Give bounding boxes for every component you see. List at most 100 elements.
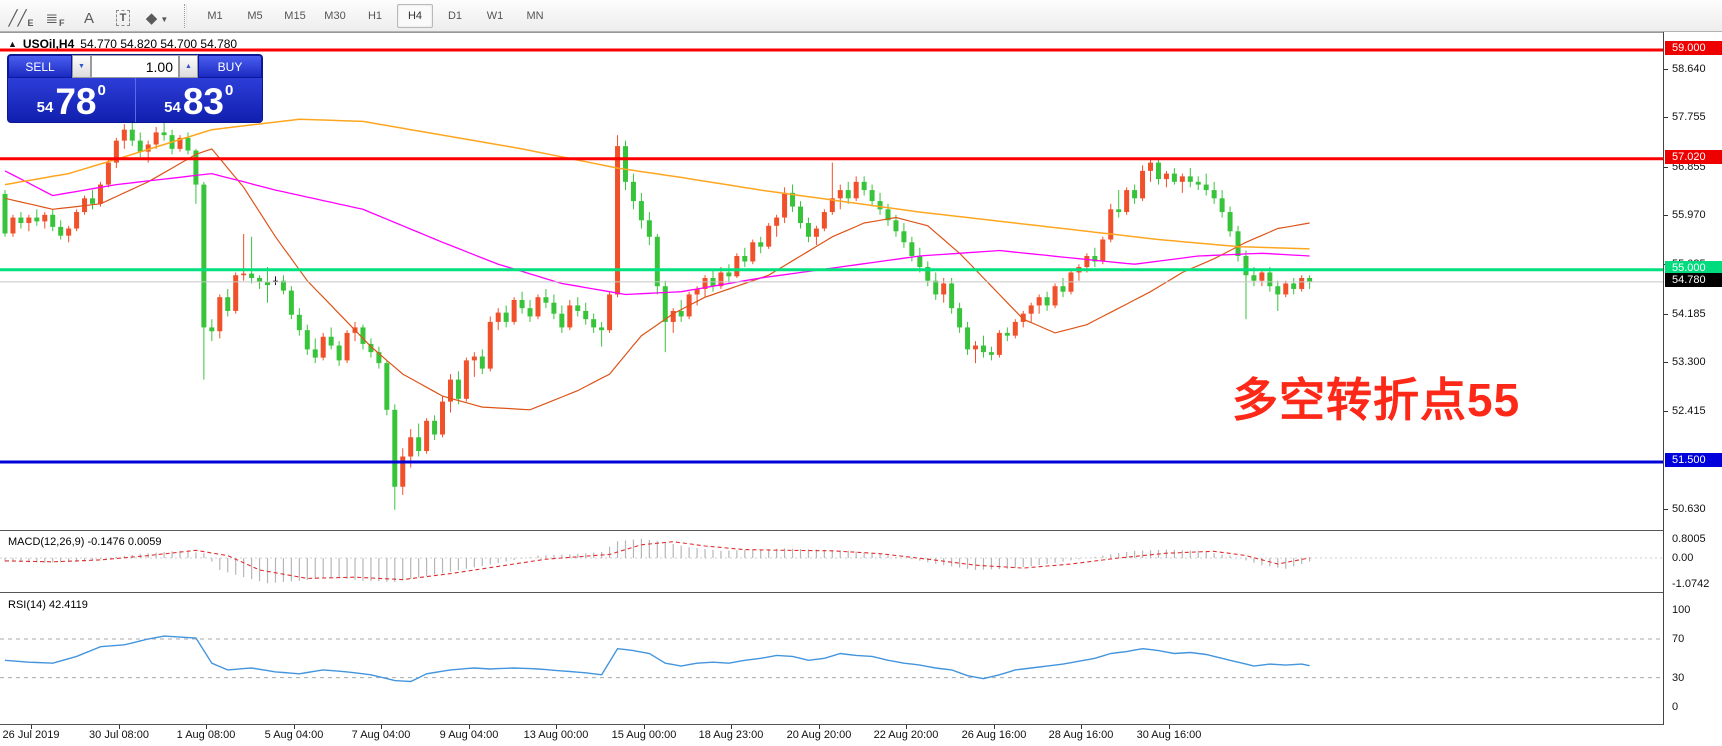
candle-body — [1235, 231, 1241, 256]
candlestick-chart[interactable] — [0, 33, 1663, 530]
candle-body — [161, 132, 167, 136]
candle-body — [670, 310, 676, 322]
chart-title: ▲ USOil,H4 54.770 54.820 54.700 54.780 — [8, 37, 237, 51]
candle-body — [551, 302, 557, 314]
candle-body — [1163, 173, 1169, 180]
price-badge: 55.000 — [1665, 260, 1722, 275]
candle-body — [615, 146, 621, 295]
candle-body — [10, 217, 16, 234]
volume-decrease-button[interactable]: ▼ — [72, 55, 91, 78]
candle-body — [233, 275, 239, 311]
candle-body — [272, 280, 278, 282]
macd-panel[interactable] — [0, 531, 1663, 593]
candle-body — [328, 336, 334, 346]
volume-input[interactable] — [92, 56, 178, 77]
candle-body — [26, 217, 32, 224]
candle-body — [1179, 176, 1185, 182]
timeframe-button-m5[interactable]: M5 — [247, 9, 263, 22]
sell-button[interactable]: SELL — [8, 55, 72, 78]
main-chart-panel[interactable] — [0, 32, 1663, 531]
candle-body — [487, 321, 493, 369]
price-axis[interactable]: 58.64057.75556.85555.97055.08554.18553.3… — [1663, 32, 1722, 725]
text-tool[interactable]: A — [76, 4, 102, 28]
time-tick — [119, 725, 120, 729]
timeframe-button-m1[interactable]: M1 — [207, 9, 223, 22]
arrows-tool[interactable]: ◆ ▼ — [144, 4, 170, 28]
price-badge: 51.500 — [1665, 452, 1722, 467]
candle-body — [535, 297, 541, 317]
price-tick — [1664, 362, 1668, 364]
rsi-line — [4, 635, 1310, 683]
rsi-axis-label: 0 — [1672, 700, 1679, 713]
time-tick — [906, 725, 907, 729]
time-tick — [1081, 725, 1082, 729]
candle-body — [280, 280, 286, 291]
candle-body — [265, 281, 271, 286]
time-label: 15 Aug 00:00 — [611, 729, 677, 741]
candle-body — [630, 181, 636, 202]
equidistant-channel-tool-icon: ╱╱ — [8, 9, 27, 27]
candle-body — [217, 297, 223, 332]
time-tick — [644, 725, 645, 729]
candle-body — [1267, 272, 1273, 287]
candle-body — [543, 297, 549, 303]
drawing-toolbar: ╱╱ E ≣ F A T ◆ ▼ — [0, 4, 170, 28]
candle-body — [145, 144, 151, 152]
candle-body — [853, 181, 859, 199]
time-label: 13 Aug 00:00 — [523, 729, 589, 741]
time-label: 30 Jul 08:00 — [89, 729, 149, 741]
candle-body — [1259, 272, 1265, 281]
candle-body — [798, 206, 803, 224]
macd-axis-label: -1.0742 — [1672, 577, 1710, 590]
timeframe-button-h1[interactable]: H1 — [367, 9, 383, 22]
candle-body — [440, 401, 446, 435]
candle-body — [392, 409, 398, 487]
time-label: 5 Aug 04:00 — [264, 729, 324, 741]
rsi-panel[interactable] — [0, 594, 1663, 725]
timeframe-button-m30[interactable]: M30 — [324, 9, 346, 22]
candle-body — [209, 327, 215, 332]
text-label-tool[interactable]: T — [110, 4, 136, 28]
candle-body — [1219, 198, 1225, 213]
fibonacci-lines-tool[interactable]: ≣ F — [42, 4, 68, 28]
time-tick — [31, 725, 32, 729]
rsi-axis-label: 70 — [1672, 633, 1685, 645]
timeframe-button-m15[interactable]: M15 — [284, 9, 306, 22]
timeframe-button-h4[interactable]: H4 — [397, 3, 433, 28]
candle-body — [113, 140, 119, 163]
candle-body — [121, 129, 127, 141]
volume-increase-button[interactable]: ▲ — [179, 55, 198, 78]
candle-body — [90, 198, 96, 204]
price-tick-label: 50.630 — [1672, 502, 1706, 515]
timeframe-toolbar: M1 M5 M15 M30 H1 H4 D1 W1 MN — [195, 3, 555, 28]
candle-body — [742, 255, 748, 262]
sell-price-small: 54 — [36, 99, 54, 116]
candle-body — [1155, 162, 1161, 180]
candle-body — [1044, 297, 1050, 306]
buy-price-display[interactable]: 54 83 0 — [135, 78, 262, 122]
candle-body — [1132, 190, 1138, 199]
candle-body — [758, 242, 764, 247]
toolbar-separator — [184, 3, 187, 28]
candle-body — [66, 228, 72, 236]
candle-body — [575, 305, 581, 311]
rsi-label: RSI(14) 42.4119 — [8, 599, 88, 611]
sell-price-display[interactable]: 54 78 0 — [8, 78, 136, 122]
candle-body — [1243, 255, 1249, 276]
candle-body — [137, 140, 143, 152]
timeframe-button-mn[interactable]: MN — [526, 9, 544, 22]
timeframe-button-w1[interactable]: W1 — [486, 9, 504, 22]
candle-body — [225, 297, 231, 311]
buy-button[interactable]: BUY — [198, 55, 262, 78]
timeframe-button-d1[interactable]: D1 — [447, 9, 463, 22]
trade-panel-toggle-icon[interactable]: ▲ — [8, 39, 17, 49]
candle-body — [774, 217, 780, 226]
candle-body — [471, 356, 477, 361]
candle-body — [1036, 297, 1042, 306]
candle-body — [933, 280, 939, 295]
candle-body — [312, 349, 318, 358]
candle-body — [479, 356, 485, 369]
candle-body — [257, 277, 263, 282]
time-axis[interactable]: 26 Jul 2019 30 Jul 08:00 1 Aug 08:00 5 Aug … — [0, 725, 1663, 746]
equidistant-channel-tool[interactable]: ╱╱ E — [8, 4, 34, 28]
